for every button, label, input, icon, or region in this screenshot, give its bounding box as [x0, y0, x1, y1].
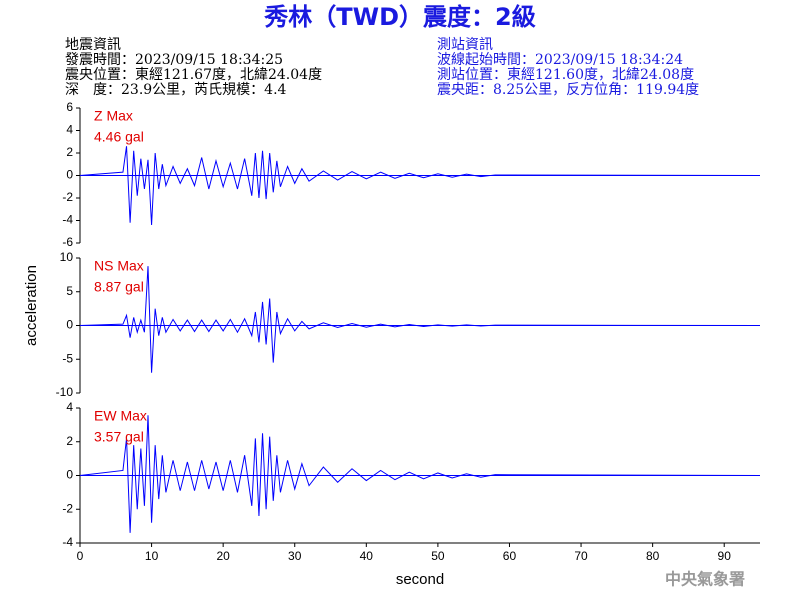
x-axis-label: second	[396, 571, 444, 588]
x-tick-label: 90	[718, 549, 732, 563]
waveform	[79, 146, 761, 226]
x-tick-label: 20	[216, 549, 230, 563]
agency: 中央氣象署	[665, 570, 745, 589]
y-tick-label: -5	[62, 351, 73, 365]
info-heading: 地震資訊	[65, 37, 121, 53]
y-tick-label: 2	[66, 434, 73, 448]
max-annotation: 4.46 gal	[94, 129, 144, 145]
x-tick-label: 50	[431, 549, 445, 563]
info-line: 震央位置：東經121.67度，北緯24.04度	[65, 67, 322, 83]
x-tick-label: 10	[145, 549, 159, 563]
max-annotation: Z Max	[94, 108, 133, 124]
station-line: 波線起始時間：2023/09/15 18:34:24	[437, 52, 683, 68]
y-tick-label: -4	[62, 535, 73, 549]
waveform	[79, 266, 761, 373]
x-tick-label: 0	[77, 549, 84, 563]
y-tick-label: -2	[62, 190, 73, 204]
y-tick-label: 4	[66, 400, 73, 414]
y-tick-label: -10	[56, 385, 74, 399]
y-axis-label: acceleration	[23, 265, 40, 346]
station-line: 測站位置：東經121.60度，北緯24.08度	[437, 67, 694, 83]
y-tick-label: -4	[62, 213, 73, 227]
waveform	[79, 415, 761, 533]
station-heading: 測站資訊	[437, 37, 493, 53]
info-line: 發震時間：2023/09/15 18:34:25	[65, 52, 283, 68]
max-annotation: 8.87 gal	[94, 279, 144, 295]
chart-title: 秀林（TWD）震度：2級	[263, 3, 535, 31]
y-tick-label: 0	[66, 318, 73, 332]
info-line: 深 度：23.9公里，芮氏規模：4.4	[65, 81, 287, 98]
max-annotation: EW Max	[94, 408, 147, 424]
y-tick-label: 2	[66, 145, 73, 159]
x-tick-label: 30	[288, 549, 302, 563]
y-tick-label: -2	[62, 501, 73, 515]
max-annotation: NS Max	[94, 258, 144, 274]
y-tick-label: 6	[66, 100, 73, 114]
y-tick-label: 10	[60, 250, 74, 264]
y-tick-label: 0	[66, 468, 73, 482]
max-annotation: 3.57 gal	[94, 429, 144, 445]
y-tick-label: 4	[66, 123, 73, 137]
y-tick-label: 0	[66, 168, 73, 182]
station-line: 震央距：8.25公里，反方位角：119.94度	[437, 82, 699, 98]
x-tick-label: 80	[646, 549, 660, 563]
x-tick-label: 60	[503, 549, 517, 563]
x-tick-label: 40	[360, 549, 374, 563]
x-tick-label: 70	[574, 549, 588, 563]
y-tick-label: 5	[66, 284, 73, 298]
y-tick-label: -6	[62, 235, 73, 249]
